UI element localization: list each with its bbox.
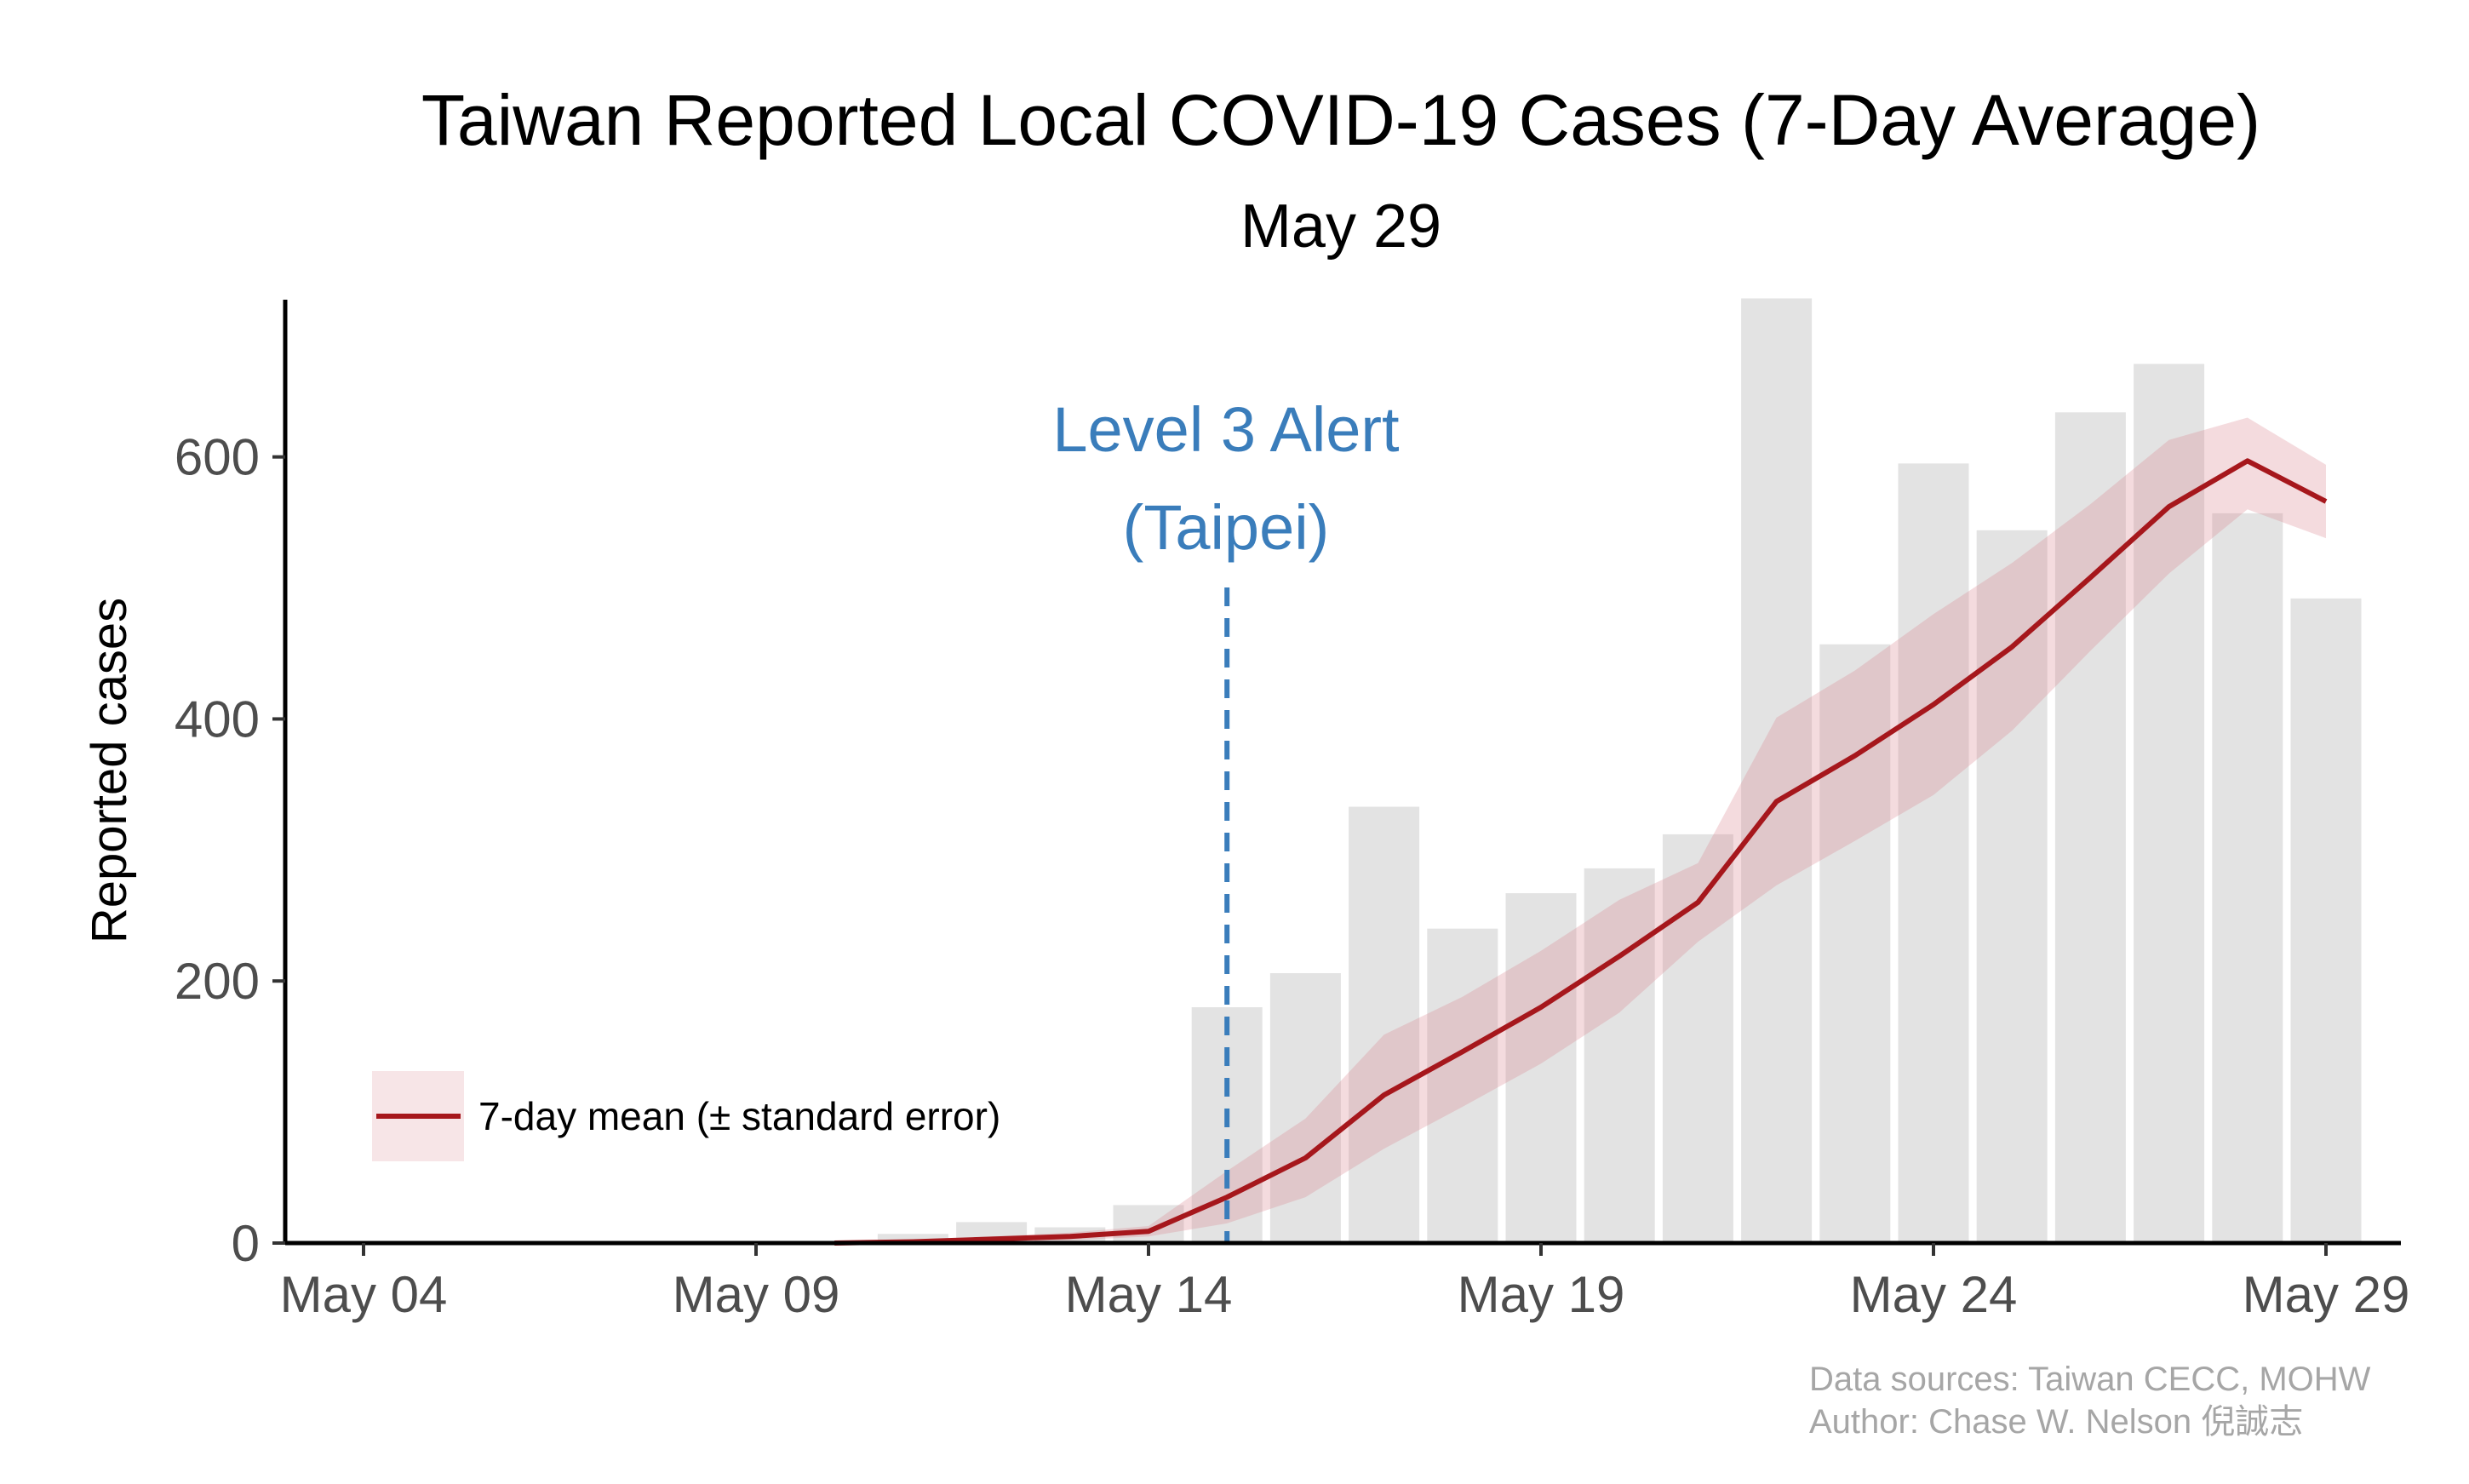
y-tick-label: 400 <box>175 690 260 748</box>
legend: 7-day mean (± standard error) <box>372 1071 1000 1161</box>
bars-layer <box>877 298 2362 1244</box>
y-tick-label: 600 <box>175 429 260 486</box>
bar <box>1584 868 1655 1243</box>
se-band-layer <box>834 417 2327 1243</box>
bar <box>2134 364 2205 1244</box>
bar <box>1819 644 1891 1243</box>
bar <box>1741 298 1813 1243</box>
bar <box>1113 1205 1184 1243</box>
bar <box>877 1234 948 1243</box>
bar <box>2054 412 2126 1243</box>
x-tick-label: May 29 <box>2243 1266 2410 1323</box>
sources-line-1: Data sources: Taiwan CECC, MOHW <box>1809 1361 2371 1398</box>
bar <box>1349 806 1420 1243</box>
bar <box>2290 598 2362 1243</box>
mean-line <box>834 458 2328 1246</box>
bar <box>1505 893 1577 1243</box>
y-tick-label: 0 <box>232 1215 260 1272</box>
y-axis-label: Reported cases <box>82 598 137 943</box>
sources-line-2: Author: Chase W. Nelson 倪誠志 <box>1809 1403 2303 1441</box>
x-tick-label: May 09 <box>673 1266 840 1323</box>
bar <box>1898 463 1969 1243</box>
x-tick-label: May 14 <box>1065 1266 1233 1323</box>
x-tick-label: May 19 <box>1458 1266 1625 1323</box>
alert-label-line-1: Level 3 Alert <box>1052 394 1400 465</box>
bar <box>2212 513 2283 1243</box>
bar <box>1427 928 1498 1243</box>
x-tick-label: May 24 <box>1850 1266 2018 1323</box>
mean-line-layer <box>834 458 2328 1246</box>
alert-label-line-2: (Taipei) <box>1123 492 1330 563</box>
chart-subtitle: May 29 <box>1240 192 1441 261</box>
axes-layer: 0 200 400 600 May 04 May 09 May 14 May 19 May 24… <box>175 300 2409 1323</box>
chart-title: Taiwan Reported Local COVID-19 Cases (7-… <box>421 80 2260 160</box>
x-tick-label: May 04 <box>280 1266 448 1323</box>
legend-label: 7-day mean (± standard error) <box>478 1094 1000 1138</box>
se-band <box>834 417 2327 1243</box>
bar <box>1269 972 1341 1243</box>
y-tick-label: 200 <box>175 953 260 1010</box>
